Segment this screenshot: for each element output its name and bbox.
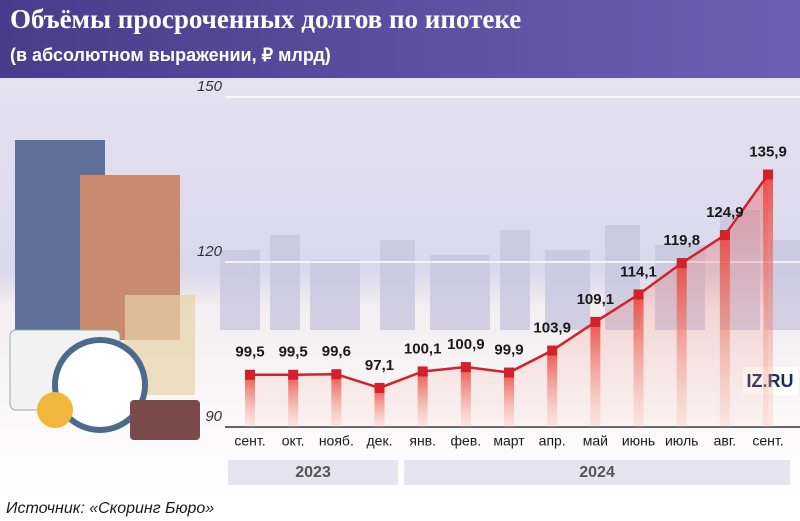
- value-label: 99,5: [279, 344, 308, 361]
- value-bar: [504, 372, 515, 427]
- value-bar: [331, 374, 342, 427]
- footer: [0, 495, 800, 521]
- header: [0, 0, 800, 78]
- year-label: 2023: [295, 464, 331, 481]
- value-bar: [633, 294, 644, 427]
- illustration: [9, 140, 200, 440]
- x-tick-label: окт.: [282, 433, 305, 449]
- x-tick-label: нояб.: [319, 433, 354, 449]
- marker: [245, 369, 255, 380]
- value-bar: [719, 235, 730, 427]
- value-label: 114,1: [620, 263, 657, 280]
- source: Источник: «Скоринг Бюро»: [6, 500, 214, 517]
- value-label: 100,1: [404, 340, 442, 357]
- marker: [676, 258, 687, 269]
- marker: [590, 316, 601, 327]
- value-label: 124,9: [706, 204, 744, 221]
- x-tick-label: май: [583, 433, 608, 449]
- x-tick-label: дек.: [367, 433, 393, 449]
- chart-title: Объёмы просроченных долгов по ипотеке: [10, 4, 521, 34]
- y-tick-label: 120: [197, 243, 223, 260]
- marker: [374, 382, 385, 393]
- x-tick-label: июль: [665, 433, 698, 449]
- x-tick-label: сент.: [234, 433, 265, 449]
- x-tick-label: март: [493, 433, 525, 449]
- marker: [719, 230, 730, 241]
- y-tick-label: 90: [205, 408, 222, 425]
- year-label: 2024: [579, 464, 615, 481]
- marker: [288, 369, 299, 380]
- value-label: 99,5: [235, 344, 264, 361]
- value-label: 119,8: [663, 232, 700, 249]
- value-bar: [417, 371, 428, 427]
- year-band: [404, 460, 790, 485]
- year-band: [228, 460, 399, 485]
- y-tick-label: 150: [197, 78, 223, 95]
- marker: [763, 169, 774, 180]
- value-bar: [676, 263, 687, 427]
- value-label: 97,1: [365, 357, 394, 374]
- value-bar: [590, 321, 601, 427]
- value-bar: [288, 374, 299, 427]
- x-tick-label: авг.: [714, 433, 737, 449]
- value-bar: [763, 174, 774, 427]
- x-tick-label: сент.: [752, 433, 783, 449]
- x-tick-label: янв.: [409, 433, 436, 449]
- chart-subtitle: (в абсолютном выражении, ₽ млрд): [10, 45, 331, 65]
- marker: [633, 289, 644, 300]
- value-bar: [547, 350, 558, 427]
- value-label: 100,9: [447, 336, 485, 353]
- marker: [417, 366, 428, 377]
- marker: [504, 367, 515, 378]
- marker: [460, 362, 471, 373]
- value-bar: [460, 367, 471, 427]
- value-label: 99,6: [322, 343, 351, 360]
- x-tick-label: июнь: [622, 433, 655, 449]
- value-label: 135,9: [749, 144, 787, 161]
- value-bar: [245, 374, 255, 427]
- value-label: 109,1: [577, 291, 615, 308]
- value-label: 99,9: [494, 342, 523, 359]
- x-tick-label: апр.: [539, 433, 566, 449]
- marker: [331, 369, 342, 380]
- marker: [547, 345, 558, 356]
- value-bar: [374, 387, 385, 427]
- x-tick-label: фев.: [451, 433, 482, 449]
- value-label: 103,9: [533, 320, 571, 337]
